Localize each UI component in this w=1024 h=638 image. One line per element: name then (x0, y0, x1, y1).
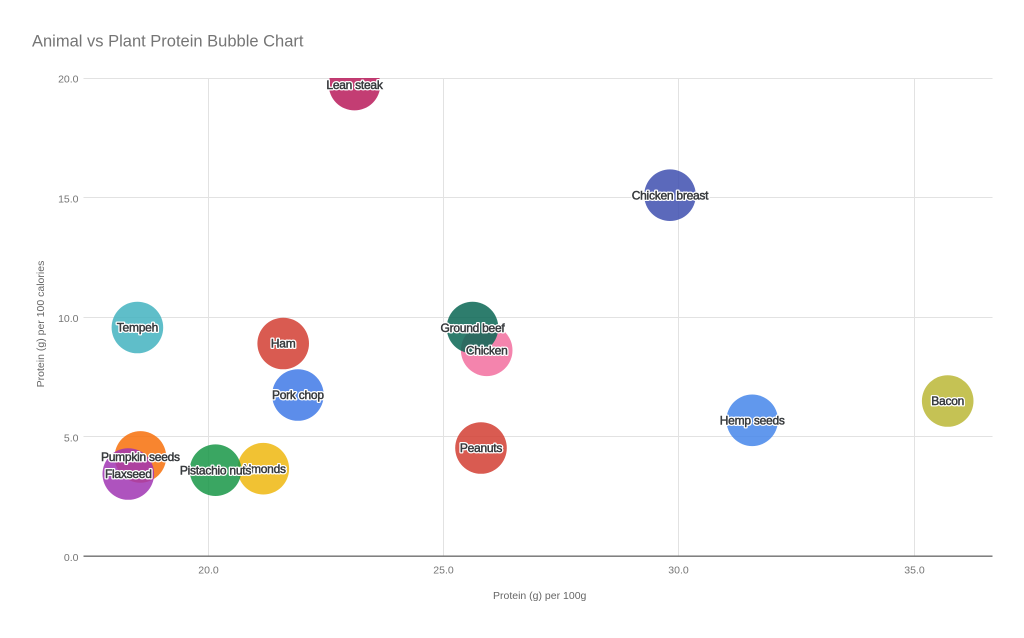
svg-text:Protein (g) per 100 calories: Protein (g) per 100 calories (35, 261, 47, 388)
svg-text:10.0: 10.0 (58, 313, 79, 325)
svg-text:Flaxseed: Flaxseed (105, 467, 152, 481)
svg-text:0.0: 0.0 (64, 552, 79, 564)
svg-text:Peanuts: Peanuts (460, 441, 503, 455)
svg-text:Protein (g) per 100g: Protein (g) per 100g (493, 590, 587, 602)
svg-text:Peanuts: Peanuts (460, 441, 503, 455)
svg-text:Chicken breast: Chicken breast (632, 188, 709, 202)
svg-text:Chicken: Chicken (466, 344, 508, 358)
svg-text:Ham: Ham (271, 337, 296, 351)
svg-text:Bacon: Bacon (931, 394, 964, 408)
svg-text:Tempeh: Tempeh (117, 321, 158, 335)
svg-text:Ham: Ham (271, 337, 296, 351)
svg-text:Chicken: Chicken (466, 344, 508, 358)
svg-text:Almonds: Almonds (241, 462, 286, 476)
svg-text:25.0: 25.0 (433, 564, 454, 576)
svg-text:5.0: 5.0 (64, 433, 79, 445)
svg-text:20.0: 20.0 (58, 74, 79, 86)
svg-text:35.0: 35.0 (904, 564, 925, 576)
svg-text:Pumpkin seeds: Pumpkin seeds (101, 450, 180, 464)
svg-text:Pumpkin seeds: Pumpkin seeds (101, 450, 180, 464)
svg-text:Chicken breast: Chicken breast (632, 188, 709, 202)
svg-text:Flaxseed: Flaxseed (105, 467, 152, 481)
svg-text:Lean steak: Lean steak (326, 78, 383, 92)
svg-text:30.0: 30.0 (668, 564, 689, 576)
svg-text:15.0: 15.0 (58, 193, 79, 205)
svg-text:20.0: 20.0 (198, 564, 219, 576)
svg-text:Hemp seeds: Hemp seeds (720, 414, 785, 428)
svg-text:Bacon: Bacon (931, 394, 964, 408)
svg-text:Hemp seeds: Hemp seeds (720, 414, 785, 428)
svg-text:Almonds: Almonds (241, 462, 286, 476)
svg-text:Ground beef: Ground beef (441, 321, 506, 335)
svg-text:Lean steak: Lean steak (326, 78, 383, 92)
svg-text:Pork chop: Pork chop (272, 388, 324, 402)
svg-text:Tempeh: Tempeh (117, 321, 158, 335)
svg-text:Animal vs Plant Protein Bubble: Animal vs Plant Protein Bubble Chart (32, 33, 304, 51)
svg-text:Pistachio nuts: Pistachio nuts (180, 463, 251, 477)
svg-text:Pork chop: Pork chop (272, 388, 324, 402)
svg-text:Pistachio nuts: Pistachio nuts (180, 463, 251, 477)
svg-text:Ground beef: Ground beef (441, 321, 506, 335)
